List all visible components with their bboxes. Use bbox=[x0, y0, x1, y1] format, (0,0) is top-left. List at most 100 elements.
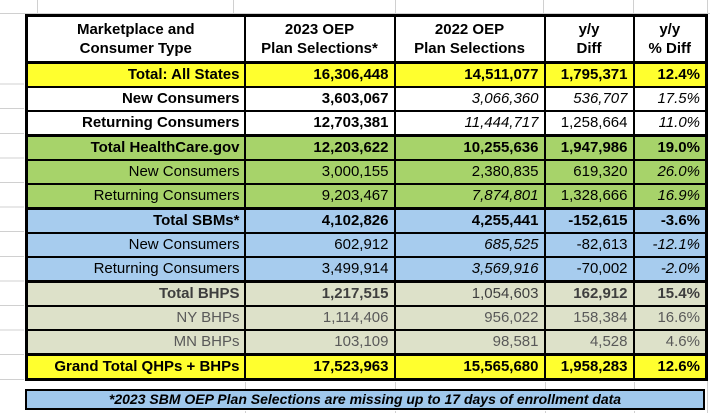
column-header-marketplace[interactable]: Marketplace and Consumer Type bbox=[25, 14, 246, 64]
value-cell[interactable]: 16.9% bbox=[632, 183, 708, 210]
value-cell[interactable]: 15.4% bbox=[632, 280, 708, 307]
value-cell[interactable]: 26.0% bbox=[632, 159, 708, 185]
enrollment-table: Marketplace and Consumer Type 2023 OEP P… bbox=[25, 14, 708, 381]
value-cell[interactable]: -12.1% bbox=[632, 232, 708, 258]
value-cell[interactable]: 4.6% bbox=[632, 329, 708, 356]
spreadsheet-gridline-vertical bbox=[543, 0, 544, 13]
row-label-cell[interactable]: New Consumers bbox=[25, 86, 246, 112]
value-cell[interactable]: 956,022 bbox=[393, 305, 546, 331]
table-row: Returning Consumers 3,499,914 3,569,916 -70… bbox=[25, 256, 708, 283]
value-cell[interactable]: 9,203,467 bbox=[243, 183, 396, 210]
table-row: New Consumers 3,000,155 2,380,835 619,320 26… bbox=[25, 159, 708, 185]
row-label-cell[interactable]: NY BHPs bbox=[25, 305, 246, 331]
footnote-text: *2023 SBM OEP Plan Selections are missin… bbox=[108, 391, 622, 407]
value-cell[interactable]: 158,384 bbox=[543, 305, 635, 331]
spreadsheet-gridline-vertical bbox=[233, 0, 234, 13]
row-label-cell[interactable]: Total BHPS bbox=[25, 280, 246, 307]
value-cell[interactable]: 1,217,515 bbox=[243, 280, 396, 307]
value-cell[interactable]: 4,102,826 bbox=[243, 207, 396, 234]
spreadsheet-gridline-vertical bbox=[633, 0, 634, 13]
column-header-2023-oep[interactable]: 2023 OEP Plan Selections* bbox=[243, 14, 396, 64]
value-cell[interactable]: 1,795,371 bbox=[543, 61, 635, 88]
value-cell[interactable]: 11,444,717 bbox=[393, 110, 546, 137]
table-body: Total: All States 16,306,448 14,511,077 1,7… bbox=[25, 61, 708, 381]
value-cell[interactable]: 2,380,835 bbox=[393, 159, 546, 185]
value-cell[interactable]: 4,528 bbox=[543, 329, 635, 356]
table-row: Returning Consumers 12,703,381 11,444,717 1… bbox=[25, 110, 708, 137]
value-cell[interactable]: 1,328,666 bbox=[543, 183, 635, 210]
row-label-cell[interactable]: MN BHPs bbox=[25, 329, 246, 356]
value-cell[interactable]: 103,109 bbox=[243, 329, 396, 356]
value-cell[interactable]: 12.6% bbox=[632, 353, 708, 381]
spreadsheet-row-gridlines bbox=[0, 60, 24, 381]
value-cell[interactable]: 4,255,441 bbox=[393, 207, 546, 234]
column-header-line1: Marketplace and bbox=[76, 21, 195, 38]
value-cell[interactable]: 14,511,077 bbox=[393, 61, 546, 88]
value-cell[interactable]: 602,912 bbox=[243, 232, 396, 258]
value-cell[interactable]: 16.6% bbox=[632, 305, 708, 331]
row-label-cell[interactable]: New Consumers bbox=[25, 159, 246, 185]
value-cell[interactable]: 3,569,916 bbox=[393, 256, 546, 283]
value-cell[interactable]: 17.5% bbox=[632, 86, 708, 112]
row-label-cell[interactable]: Grand Total QHPs + BHPs bbox=[25, 353, 246, 381]
value-cell[interactable]: 10,255,636 bbox=[393, 134, 546, 161]
table-row: Grand Total QHPs + BHPs 17,523,963 15,565,… bbox=[25, 353, 708, 381]
column-header-line2: Consumer Type bbox=[79, 40, 192, 57]
row-label-cell[interactable]: Returning Consumers bbox=[25, 256, 246, 283]
spreadsheet-gridline-vertical bbox=[395, 382, 396, 389]
table-row: MN BHPs 103,109 98,581 4,528 4.6% bbox=[25, 329, 708, 356]
value-cell[interactable]: 12,703,381 bbox=[243, 110, 396, 137]
value-cell[interactable]: 3,066,360 bbox=[393, 86, 546, 112]
column-header-line2: Plan Selections* bbox=[261, 40, 378, 57]
value-cell[interactable]: 17,523,963 bbox=[243, 353, 396, 381]
table-row: Total: All States 16,306,448 14,511,077 1,7… bbox=[25, 61, 708, 88]
value-cell[interactable]: 3,603,067 bbox=[243, 86, 396, 112]
value-cell[interactable]: -70,002 bbox=[543, 256, 635, 283]
value-cell[interactable]: -82,613 bbox=[543, 232, 635, 258]
value-cell[interactable]: 619,320 bbox=[543, 159, 635, 185]
value-cell[interactable]: 11.0% bbox=[632, 110, 708, 137]
spreadsheet-gridline-horizontal bbox=[0, 13, 710, 14]
value-cell[interactable]: 19.0% bbox=[632, 134, 708, 161]
value-cell[interactable]: -2.0% bbox=[632, 256, 708, 283]
value-cell[interactable]: -3.6% bbox=[632, 207, 708, 234]
column-header-yy-pct-diff[interactable]: y/y % Diff bbox=[632, 14, 708, 64]
value-cell[interactable]: 162,912 bbox=[543, 280, 635, 307]
table-row: New Consumers 602,912 685,525 -82,613 -12.1% bbox=[25, 232, 708, 258]
value-cell[interactable]: 1,114,406 bbox=[243, 305, 396, 331]
column-header-line2: Plan Selections bbox=[414, 40, 525, 57]
row-label-cell[interactable]: Total SBMs* bbox=[25, 207, 246, 234]
value-cell[interactable]: 685,525 bbox=[393, 232, 546, 258]
value-cell[interactable]: 1,258,664 bbox=[543, 110, 635, 137]
row-label-cell[interactable]: Total HealthCare.gov bbox=[25, 134, 246, 161]
table-row: Total HealthCare.gov 12,203,622 10,255,636… bbox=[25, 134, 708, 161]
value-cell[interactable]: 98,581 bbox=[393, 329, 546, 356]
value-cell[interactable]: 15,565,680 bbox=[393, 353, 546, 381]
footnote-bar[interactable]: *2023 SBM OEP Plan Selections are missin… bbox=[25, 389, 705, 410]
spreadsheet-gridline-vertical bbox=[634, 411, 635, 413]
value-cell[interactable]: 3,000,155 bbox=[243, 159, 396, 185]
table-row: Returning Consumers 9,203,467 7,874,801 1,3… bbox=[25, 183, 708, 210]
value-cell[interactable]: 12.4% bbox=[632, 61, 708, 88]
table-row: Total BHPS 1,217,515 1,054,603 162,912 15.4% bbox=[25, 280, 708, 307]
spreadsheet-gridline-vertical bbox=[245, 382, 246, 389]
column-header-yy-diff[interactable]: y/y Diff bbox=[543, 14, 635, 64]
value-cell[interactable]: 1,947,986 bbox=[543, 134, 635, 161]
value-cell[interactable]: 12,203,622 bbox=[243, 134, 396, 161]
row-label-cell[interactable]: New Consumers bbox=[25, 232, 246, 258]
spreadsheet-gridline-vertical bbox=[37, 0, 38, 13]
spreadsheet-gridline-vertical bbox=[545, 411, 546, 413]
column-header-2022-oep[interactable]: 2022 OEP Plan Selections bbox=[393, 14, 546, 64]
column-header-line1: y/y bbox=[578, 21, 600, 38]
row-label-cell[interactable]: Returning Consumers bbox=[25, 183, 246, 210]
row-label-cell[interactable]: Returning Consumers bbox=[25, 110, 246, 137]
row-label-cell[interactable]: Total: All States bbox=[25, 61, 246, 88]
value-cell[interactable]: 7,874,801 bbox=[393, 183, 546, 210]
value-cell[interactable]: -152,615 bbox=[543, 207, 635, 234]
value-cell[interactable]: 1,958,283 bbox=[543, 353, 635, 381]
value-cell[interactable]: 1,054,603 bbox=[393, 280, 546, 307]
column-header-line1: 2023 OEP bbox=[284, 21, 355, 38]
value-cell[interactable]: 536,707 bbox=[543, 86, 635, 112]
value-cell[interactable]: 3,499,914 bbox=[243, 256, 396, 283]
value-cell[interactable]: 16,306,448 bbox=[243, 61, 396, 88]
